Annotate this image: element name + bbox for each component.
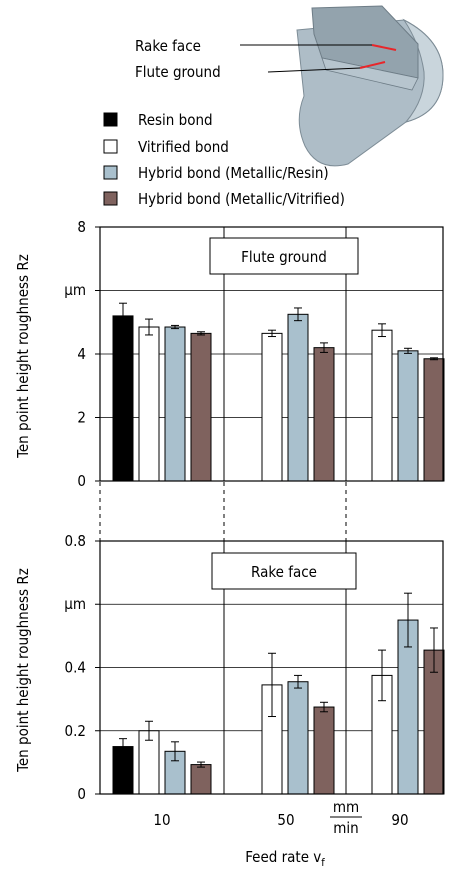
y-tick-label: 0	[77, 785, 86, 803]
legend-label: Hybrid bond (Metallic/Resin)	[138, 164, 329, 182]
legend-swatch	[103, 165, 118, 180]
bar	[397, 350, 419, 482]
y-tick-label: 0.4	[65, 659, 86, 677]
x-unit-numerator: mm	[333, 798, 359, 816]
panel-title: Flute ground	[241, 248, 327, 266]
y-axis-title: Ten point height roughness Rz	[14, 568, 32, 773]
rake-face-marker-icon	[371, 44, 397, 51]
panel-title-box	[211, 552, 357, 590]
bar	[261, 332, 283, 482]
panel-frame	[99, 226, 444, 482]
x-tick-label: 90	[391, 811, 408, 829]
y-tick-label: 0.8	[65, 532, 86, 550]
y-tick-label: 0	[77, 472, 86, 490]
x-tick-label: 10	[153, 811, 170, 829]
flute-ground-label: Flute ground	[135, 63, 221, 81]
bar	[423, 358, 445, 482]
x-axis-title: Feed rate vf	[245, 848, 325, 869]
legend-item: Hybrid bond (Metallic/Resin)	[103, 164, 329, 182]
bar	[190, 332, 212, 482]
legend-item: Hybrid bond (Metallic/Vitrified)	[103, 190, 345, 208]
panel-frame	[99, 540, 444, 795]
bar	[190, 764, 212, 795]
flute-ground-panel: Ten point height roughness Rz 0 2 4 8 µm Fl…	[14, 218, 445, 490]
x-unit-denominator: min	[333, 819, 358, 837]
y-unit-label: µm	[64, 595, 86, 613]
legend-item: Resin bond	[103, 111, 213, 129]
axis-break-lines	[99, 482, 347, 541]
y-tick-label: 0.2	[65, 722, 86, 740]
y-axis-title: Ten point height roughness Rz	[14, 254, 32, 459]
bar	[138, 326, 160, 482]
legend-swatch	[103, 139, 118, 154]
bar	[313, 347, 335, 482]
legend-label: Vitrified bond	[138, 138, 229, 156]
x-tick-label: 50	[277, 811, 294, 829]
flute-floor-icon	[321, 57, 419, 91]
bar	[164, 326, 186, 482]
bar	[313, 706, 335, 795]
y-unit-label: µm	[64, 281, 86, 299]
tool-diagram: Rake face Flute ground	[135, 5, 444, 167]
flute-ground-marker-icon	[359, 61, 386, 69]
legend-label: Hybrid bond (Metallic/Vitrified)	[138, 190, 345, 208]
legend-label: Resin bond	[138, 111, 213, 129]
flute-ground-leader-line	[267, 67, 361, 73]
rake-face-panel: Ten point height roughness Rz 0 0.2 0.4 0.8…	[14, 532, 445, 803]
legend-swatch	[103, 191, 118, 206]
y-tick-label: 4	[77, 345, 86, 363]
panel-title: Rake face	[251, 563, 317, 581]
legend: Resin bond Vitrified bond Hybrid bond (M…	[103, 111, 345, 208]
x-unit: mm min	[330, 798, 362, 837]
bar	[371, 329, 393, 482]
legend-swatch	[103, 112, 118, 127]
legend-item: Vitrified bond	[103, 138, 229, 156]
panel-title-box	[209, 237, 359, 275]
y-tick-label: 8	[77, 218, 86, 236]
bar	[287, 681, 309, 795]
rake-face-label: Rake face	[135, 37, 201, 55]
y-tick-label: 2	[77, 409, 86, 427]
bar	[112, 315, 134, 482]
x-tick-labels: 10 50 90	[153, 811, 408, 829]
bar	[287, 313, 309, 482]
tool-end-face-icon	[402, 18, 444, 123]
